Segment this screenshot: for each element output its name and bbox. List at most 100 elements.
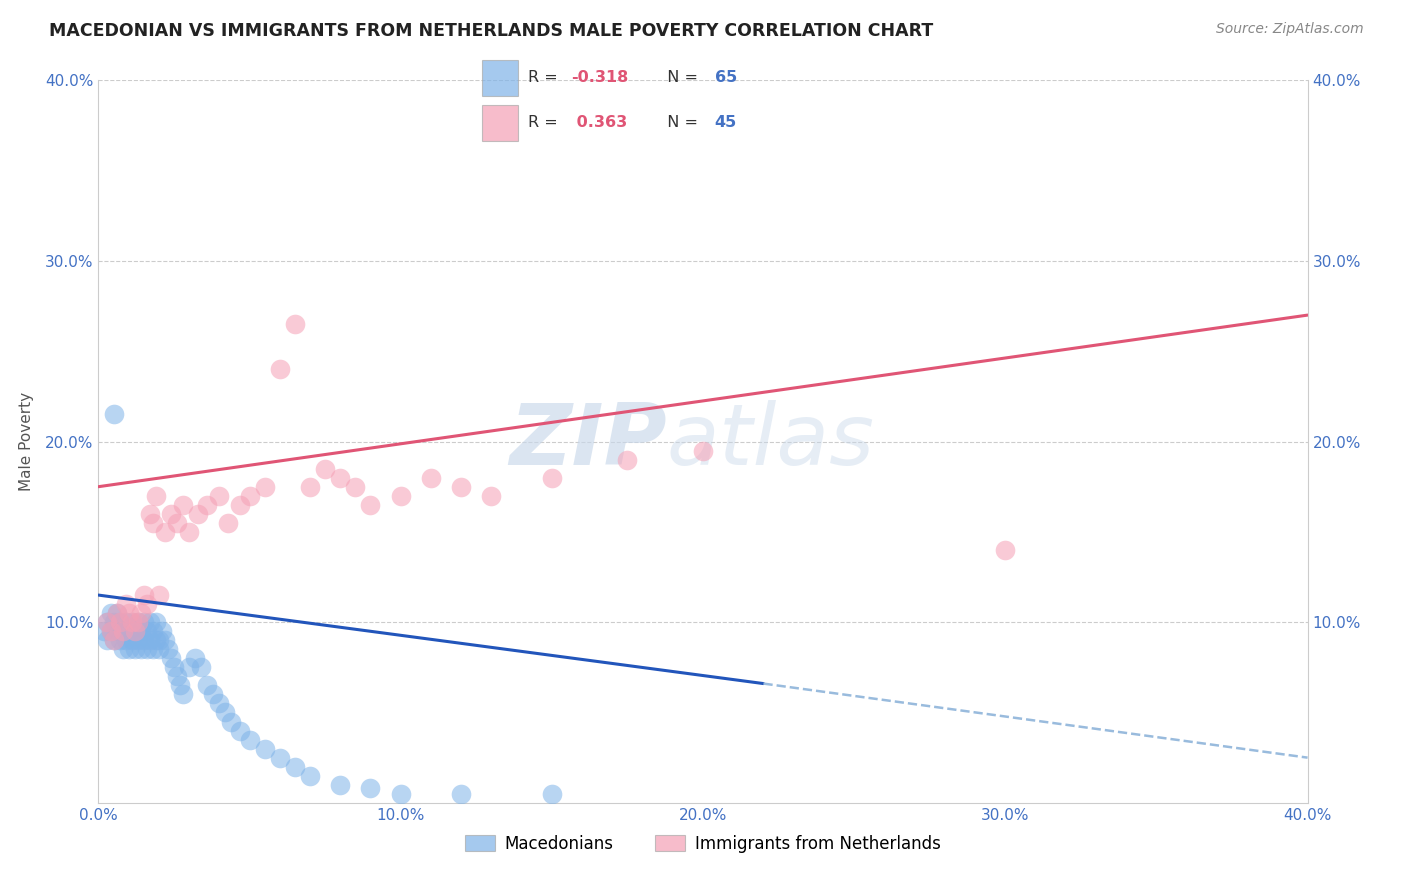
Point (105, 606, 128, 620)
Point (329, 471, 352, 485)
Legend: Macedonians, Immigrants from Netherlands: Macedonians, Immigrants from Netherlands (458, 828, 948, 860)
Point (100, 606, 122, 620)
Point (132, 588, 155, 602)
Point (105, 606, 128, 620)
Point (389, 489, 412, 503)
Point (208, 489, 231, 503)
Point (160, 651, 183, 665)
Point (299, 769, 322, 783)
Point (142, 642, 165, 657)
Point (111, 642, 134, 657)
Point (96, 615, 118, 630)
Point (156, 642, 179, 657)
Point (132, 615, 155, 630)
Point (121, 615, 143, 630)
Point (202, 687, 225, 701)
Point (360, 498, 382, 512)
Text: MACEDONIAN VS IMMIGRANTS FROM NETHERLANDS MALE POVERTY CORRELATION CHART: MACEDONIAN VS IMMIGRANTS FROM NETHERLAND… (49, 22, 934, 40)
Point (118, 606, 141, 620)
Point (160, 507, 183, 521)
Point (229, 498, 252, 512)
Point (127, 633, 149, 648)
Point (179, 660, 201, 674)
Point (284, 760, 307, 774)
Text: N =: N = (658, 115, 703, 130)
Point (103, 408, 125, 422)
Point (195, 498, 218, 512)
Point (114, 633, 136, 648)
Point (100, 624, 122, 639)
Point (135, 642, 157, 657)
Point (148, 642, 170, 657)
Point (994, 542, 1017, 557)
Point (221, 714, 243, 729)
Point (121, 633, 143, 648)
Point (103, 633, 125, 648)
Point (239, 489, 262, 503)
Point (481, 489, 503, 503)
FancyBboxPatch shape (482, 60, 517, 95)
Point (124, 642, 146, 657)
Point (169, 678, 191, 692)
Point (111, 624, 134, 639)
Point (142, 516, 165, 530)
Point (111, 624, 134, 639)
Point (389, 787, 412, 801)
Point (450, 787, 472, 801)
Point (145, 489, 167, 503)
Point (139, 507, 162, 521)
Point (108, 615, 131, 630)
FancyBboxPatch shape (482, 105, 517, 141)
Point (145, 633, 167, 648)
Text: -0.318: -0.318 (571, 70, 628, 86)
Point (105, 624, 128, 639)
Point (195, 678, 218, 692)
Point (329, 778, 352, 792)
Point (124, 624, 146, 639)
Point (132, 633, 155, 648)
Point (129, 642, 152, 657)
Point (269, 362, 291, 376)
Point (166, 516, 188, 530)
Text: N =: N = (658, 70, 703, 86)
Point (344, 480, 367, 494)
Point (299, 480, 322, 494)
Text: atlas: atlas (666, 400, 875, 483)
Point (179, 524, 201, 539)
Text: ZIP: ZIP (509, 400, 666, 483)
Point (214, 706, 236, 720)
Point (253, 741, 276, 756)
Point (187, 507, 209, 521)
Point (96, 633, 118, 648)
Point (153, 633, 176, 648)
Point (153, 524, 176, 539)
Point (121, 615, 143, 630)
Point (108, 633, 131, 648)
Point (360, 781, 382, 796)
Point (135, 597, 157, 611)
Text: 0.363: 0.363 (571, 115, 627, 130)
Point (118, 624, 141, 639)
Text: Source: ZipAtlas.com: Source: ZipAtlas.com (1216, 22, 1364, 37)
Point (253, 480, 276, 494)
Point (114, 597, 136, 611)
Point (108, 615, 131, 630)
Point (142, 624, 165, 639)
Point (129, 624, 152, 639)
Point (135, 624, 157, 639)
Point (284, 317, 307, 331)
Point (118, 642, 141, 657)
Point (100, 624, 122, 639)
Point (103, 633, 125, 648)
Text: R =: R = (529, 115, 564, 130)
Point (314, 461, 336, 475)
Point (163, 660, 186, 674)
Point (190, 660, 212, 674)
Point (239, 732, 262, 747)
Point (124, 624, 146, 639)
Point (208, 697, 231, 711)
Point (229, 723, 252, 738)
Point (540, 471, 562, 485)
Point (139, 633, 162, 648)
Point (166, 669, 188, 683)
